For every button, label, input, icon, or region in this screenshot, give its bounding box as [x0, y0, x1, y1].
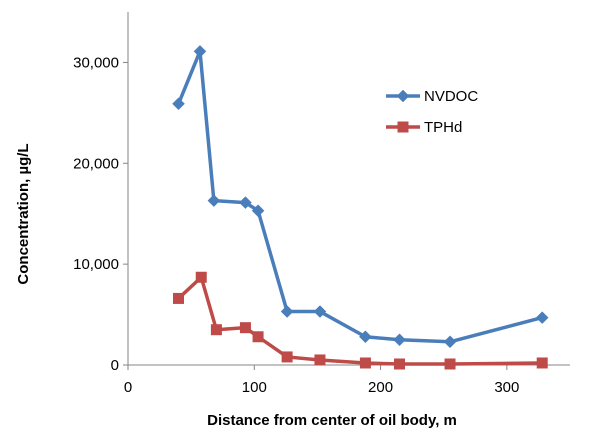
y-tick-label: 20,000: [73, 155, 119, 172]
nvdoc-marker: [251, 204, 265, 218]
nvdoc-line: [176, 49, 543, 344]
tphd-marker: [536, 357, 548, 369]
legend-marker: [396, 89, 410, 103]
nvdoc-marker: [280, 305, 294, 318]
tphd-marker: [359, 357, 371, 369]
x-tick-label: 300: [494, 379, 519, 396]
y-tick-label: 0: [111, 357, 119, 374]
legend-label: NVDOC: [424, 88, 478, 105]
nvdoc-marker: [172, 97, 185, 111]
nvdoc-marker: [443, 335, 457, 349]
tphd-marker: [195, 271, 207, 283]
x-tick-label: 0: [124, 379, 132, 396]
nvdoc-marker: [359, 330, 372, 344]
tphd-marker: [281, 351, 293, 363]
x-tick-label: 100: [242, 379, 267, 396]
x-axis-title: Distance from center of oil body, m: [207, 412, 457, 429]
legend-item-tphd: TPHd: [386, 119, 462, 136]
tphd-marker: [210, 324, 222, 336]
tphd-marker: [239, 322, 251, 334]
nvdoc-marker: [313, 305, 327, 318]
tphd-marker: [394, 358, 406, 370]
tphd-marker: [314, 354, 326, 366]
series-tphd: [173, 271, 548, 370]
nvdoc-marker: [207, 194, 221, 207]
tphd-marker: [173, 292, 185, 304]
legend-item-nvdoc: NVDOC: [386, 88, 478, 105]
y-tick-label: 30,000: [73, 54, 119, 71]
y-axis-title: Concentration, µg/L: [15, 143, 32, 284]
legend-label: TPHd: [424, 119, 462, 136]
nvdoc-marker: [535, 311, 549, 324]
y-tick-label: 10,000: [73, 256, 119, 273]
tphd-marker: [252, 331, 264, 343]
nvdoc-marker: [239, 196, 252, 209]
legend-marker: [397, 121, 409, 133]
series-layer: [172, 44, 549, 370]
x-tick-label: 200: [368, 379, 393, 396]
legend: NVDOC TPHd: [386, 88, 478, 136]
tphd-marker: [444, 358, 456, 370]
nvdoc-marker: [393, 333, 406, 347]
tphd-line: [177, 275, 543, 366]
nvdoc-marker: [193, 44, 207, 58]
axes: 0 10,000 20,000 30,000 0 100 200 300: [73, 12, 570, 396]
series-nvdoc: [172, 44, 549, 349]
